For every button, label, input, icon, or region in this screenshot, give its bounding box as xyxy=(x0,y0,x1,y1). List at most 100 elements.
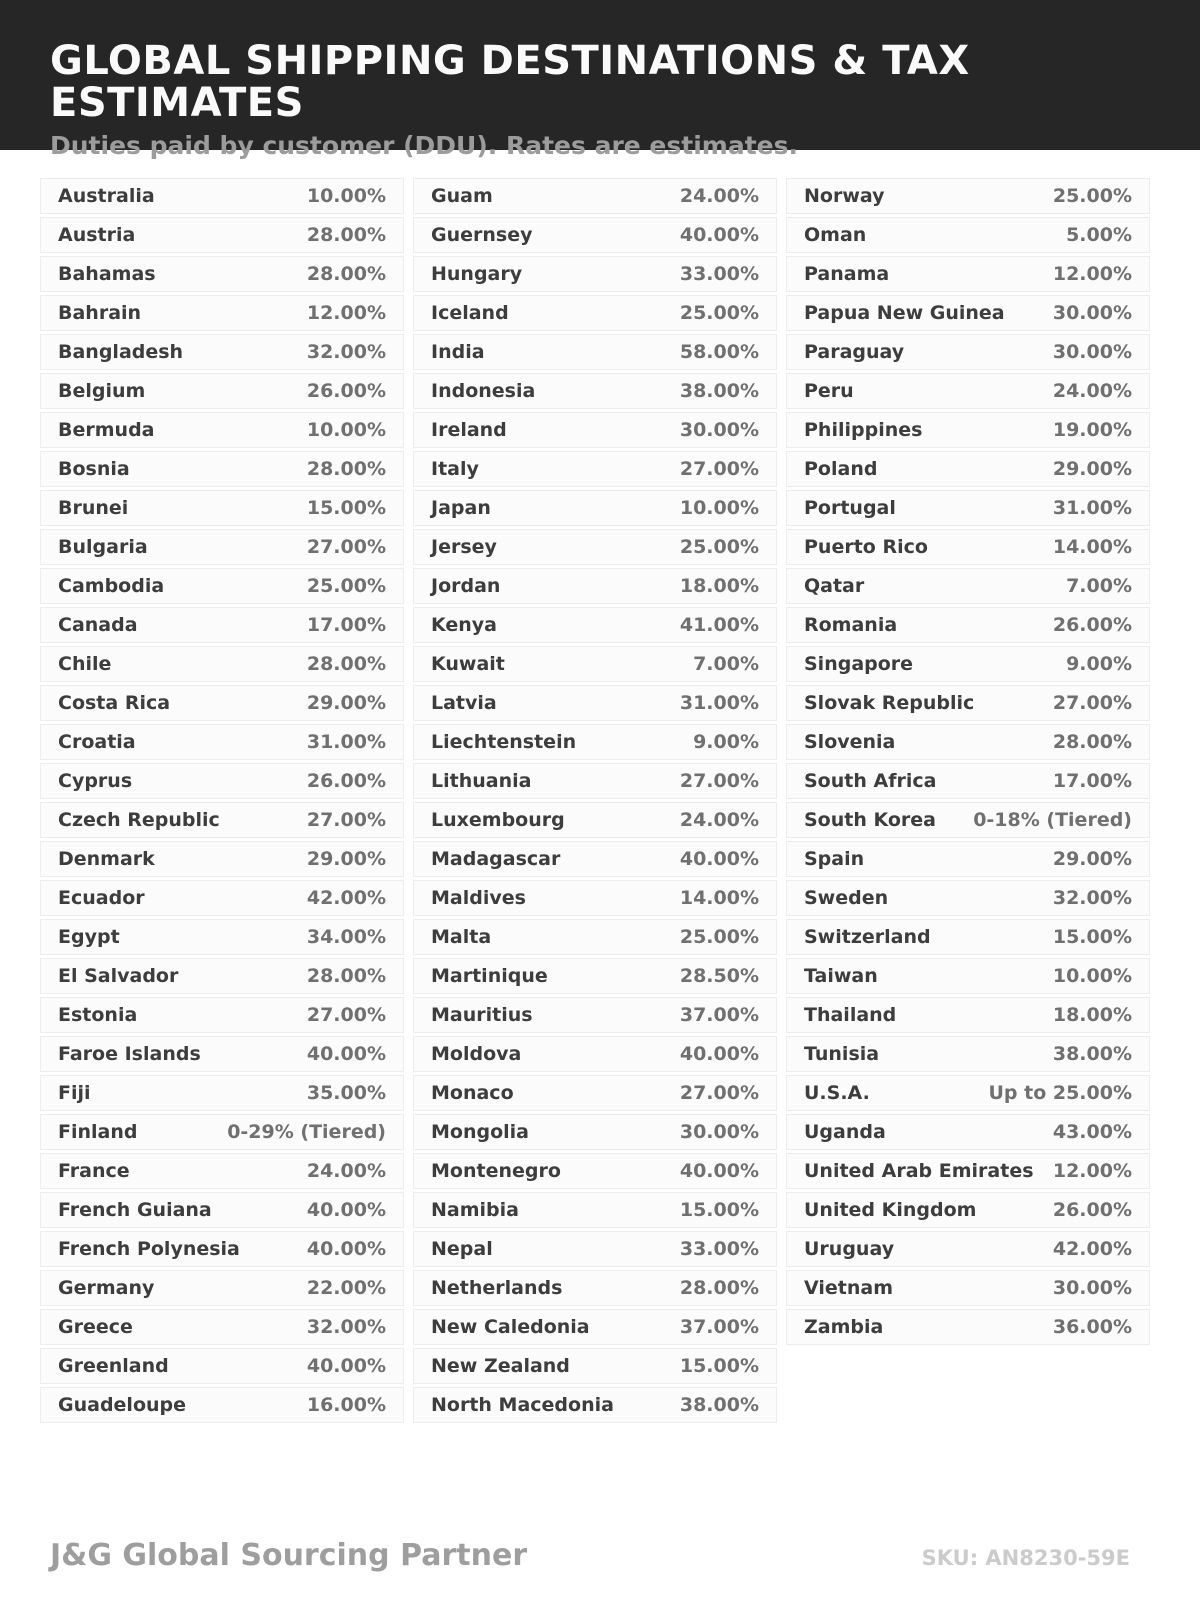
country-label: Lithuania xyxy=(431,770,532,792)
table-row: Romania 26.00% xyxy=(786,607,1150,643)
table-row: Cambodia 25.00% xyxy=(40,568,404,604)
country-label: Oman xyxy=(804,224,867,246)
table-row: Bosnia 28.00% xyxy=(40,451,404,487)
rate-value: 30.00% xyxy=(1052,341,1132,363)
rate-value: 28.00% xyxy=(1052,731,1132,753)
country-label: Egypt xyxy=(58,926,120,948)
rate-value: 15.00% xyxy=(1052,926,1132,948)
table-row: Uruguay 42.00% xyxy=(786,1231,1150,1267)
table-row: Czech Republic 27.00% xyxy=(40,802,404,838)
table-row: Panama 12.00% xyxy=(786,256,1150,292)
rate-value: 0-29% (Tiered) xyxy=(227,1121,386,1143)
rate-value: 43.00% xyxy=(1052,1121,1132,1143)
table-row: Belgium 26.00% xyxy=(40,373,404,409)
rate-value: 22.00% xyxy=(306,1277,386,1299)
rate-value: 10.00% xyxy=(306,419,386,441)
rate-value: 30.00% xyxy=(1052,1277,1132,1299)
rate-value: 15.00% xyxy=(306,497,386,519)
country-label: U.S.A. xyxy=(804,1082,870,1104)
table-row: Peru 24.00% xyxy=(786,373,1150,409)
rate-value: 25.00% xyxy=(1052,185,1132,207)
table-row: South Korea 0-18% (Tiered) xyxy=(786,802,1150,838)
country-label: Netherlands xyxy=(431,1277,563,1299)
country-label: El Salvador xyxy=(58,965,179,987)
country-label: Poland xyxy=(804,458,878,480)
rate-value: 36.00% xyxy=(1052,1316,1132,1338)
page-subtitle: Duties paid by customer (DDU). Rates are… xyxy=(50,131,798,160)
rate-value: 28.00% xyxy=(306,263,386,285)
table-row: Maldives 14.00% xyxy=(413,880,777,916)
rate-value: 33.00% xyxy=(679,263,759,285)
country-label: Guernsey xyxy=(431,224,533,246)
rate-value: 27.00% xyxy=(679,1082,759,1104)
table-row: Brunei 15.00% xyxy=(40,490,404,526)
rate-value: 27.00% xyxy=(306,536,386,558)
country-label: Namibia xyxy=(431,1199,519,1221)
country-label: Nepal xyxy=(431,1238,493,1260)
table-row: Italy 27.00% xyxy=(413,451,777,487)
rate-value: 10.00% xyxy=(1052,965,1132,987)
country-label: Jersey xyxy=(431,536,497,558)
rate-value: 19.00% xyxy=(1052,419,1132,441)
table-row: Bahrain 12.00% xyxy=(40,295,404,331)
rate-value: 40.00% xyxy=(679,848,759,870)
table-row: Paraguay 30.00% xyxy=(786,334,1150,370)
table-row: Iceland 25.00% xyxy=(413,295,777,331)
table-row: Greece 32.00% xyxy=(40,1309,404,1345)
rate-value: 41.00% xyxy=(679,614,759,636)
country-label: Croatia xyxy=(58,731,136,753)
country-label: Denmark xyxy=(58,848,155,870)
country-label: Philippines xyxy=(804,419,923,441)
rate-value: 10.00% xyxy=(306,185,386,207)
page-title: GLOBAL SHIPPING DESTINATIONS & TAX ESTIM… xyxy=(50,38,970,126)
country-label: Uruguay xyxy=(804,1238,895,1260)
table-row: Lithuania 27.00% xyxy=(413,763,777,799)
rate-value: Up to 25.00% xyxy=(988,1082,1132,1104)
country-label: Costa Rica xyxy=(58,692,171,714)
sku-label: SKU: AN8230-59E xyxy=(921,1546,1130,1570)
country-label: Ireland xyxy=(431,419,507,441)
rate-value: 12.00% xyxy=(306,302,386,324)
table-row: Nepal 33.00% xyxy=(413,1231,777,1267)
rate-value: 29.00% xyxy=(306,848,386,870)
table-row: Jersey 25.00% xyxy=(413,529,777,565)
rate-value: 29.00% xyxy=(1052,458,1132,480)
table-row: Latvia 31.00% xyxy=(413,685,777,721)
country-label: French Guiana xyxy=(58,1199,212,1221)
rate-value: 26.00% xyxy=(306,380,386,402)
table-row: Greenland 40.00% xyxy=(40,1348,404,1384)
table-row: Spain 29.00% xyxy=(786,841,1150,877)
rate-value: 7.00% xyxy=(1066,575,1132,597)
table-row: Martinique 28.50% xyxy=(413,958,777,994)
country-label: Panama xyxy=(804,263,890,285)
rate-value: 40.00% xyxy=(306,1199,386,1221)
rate-value: 24.00% xyxy=(1052,380,1132,402)
table-row: Guadeloupe 16.00% xyxy=(40,1387,404,1423)
country-label: Estonia xyxy=(58,1004,138,1026)
table-row: French Guiana 40.00% xyxy=(40,1192,404,1228)
table-row: Jordan 18.00% xyxy=(413,568,777,604)
rate-value: 28.50% xyxy=(679,965,759,987)
country-label: Malta xyxy=(431,926,492,948)
country-label: Maldives xyxy=(431,887,526,909)
table-row: Sweden 32.00% xyxy=(786,880,1150,916)
rate-value: 37.00% xyxy=(679,1004,759,1026)
rate-value: 16.00% xyxy=(306,1394,386,1416)
table-row: Guernsey 40.00% xyxy=(413,217,777,253)
table-row: Australia 10.00% xyxy=(40,178,404,214)
table-row: El Salvador 28.00% xyxy=(40,958,404,994)
country-label: Bermuda xyxy=(58,419,155,441)
country-label: Jordan xyxy=(431,575,501,597)
rate-value: 15.00% xyxy=(679,1355,759,1377)
rate-value: 30.00% xyxy=(679,419,759,441)
rate-value: 26.00% xyxy=(1052,1199,1132,1221)
country-label: South Korea xyxy=(804,809,937,831)
country-label: Belgium xyxy=(58,380,146,402)
rate-value: 25.00% xyxy=(306,575,386,597)
table-row: Madagascar 40.00% xyxy=(413,841,777,877)
rates-column-3: Norway 25.00% Oman 5.00% Panama 12.00% Papua N… xyxy=(786,178,1150,1426)
country-label: Puerto Rico xyxy=(804,536,928,558)
table-row: Portugal 31.00% xyxy=(786,490,1150,526)
rate-value: 29.00% xyxy=(306,692,386,714)
country-label: India xyxy=(431,341,485,363)
